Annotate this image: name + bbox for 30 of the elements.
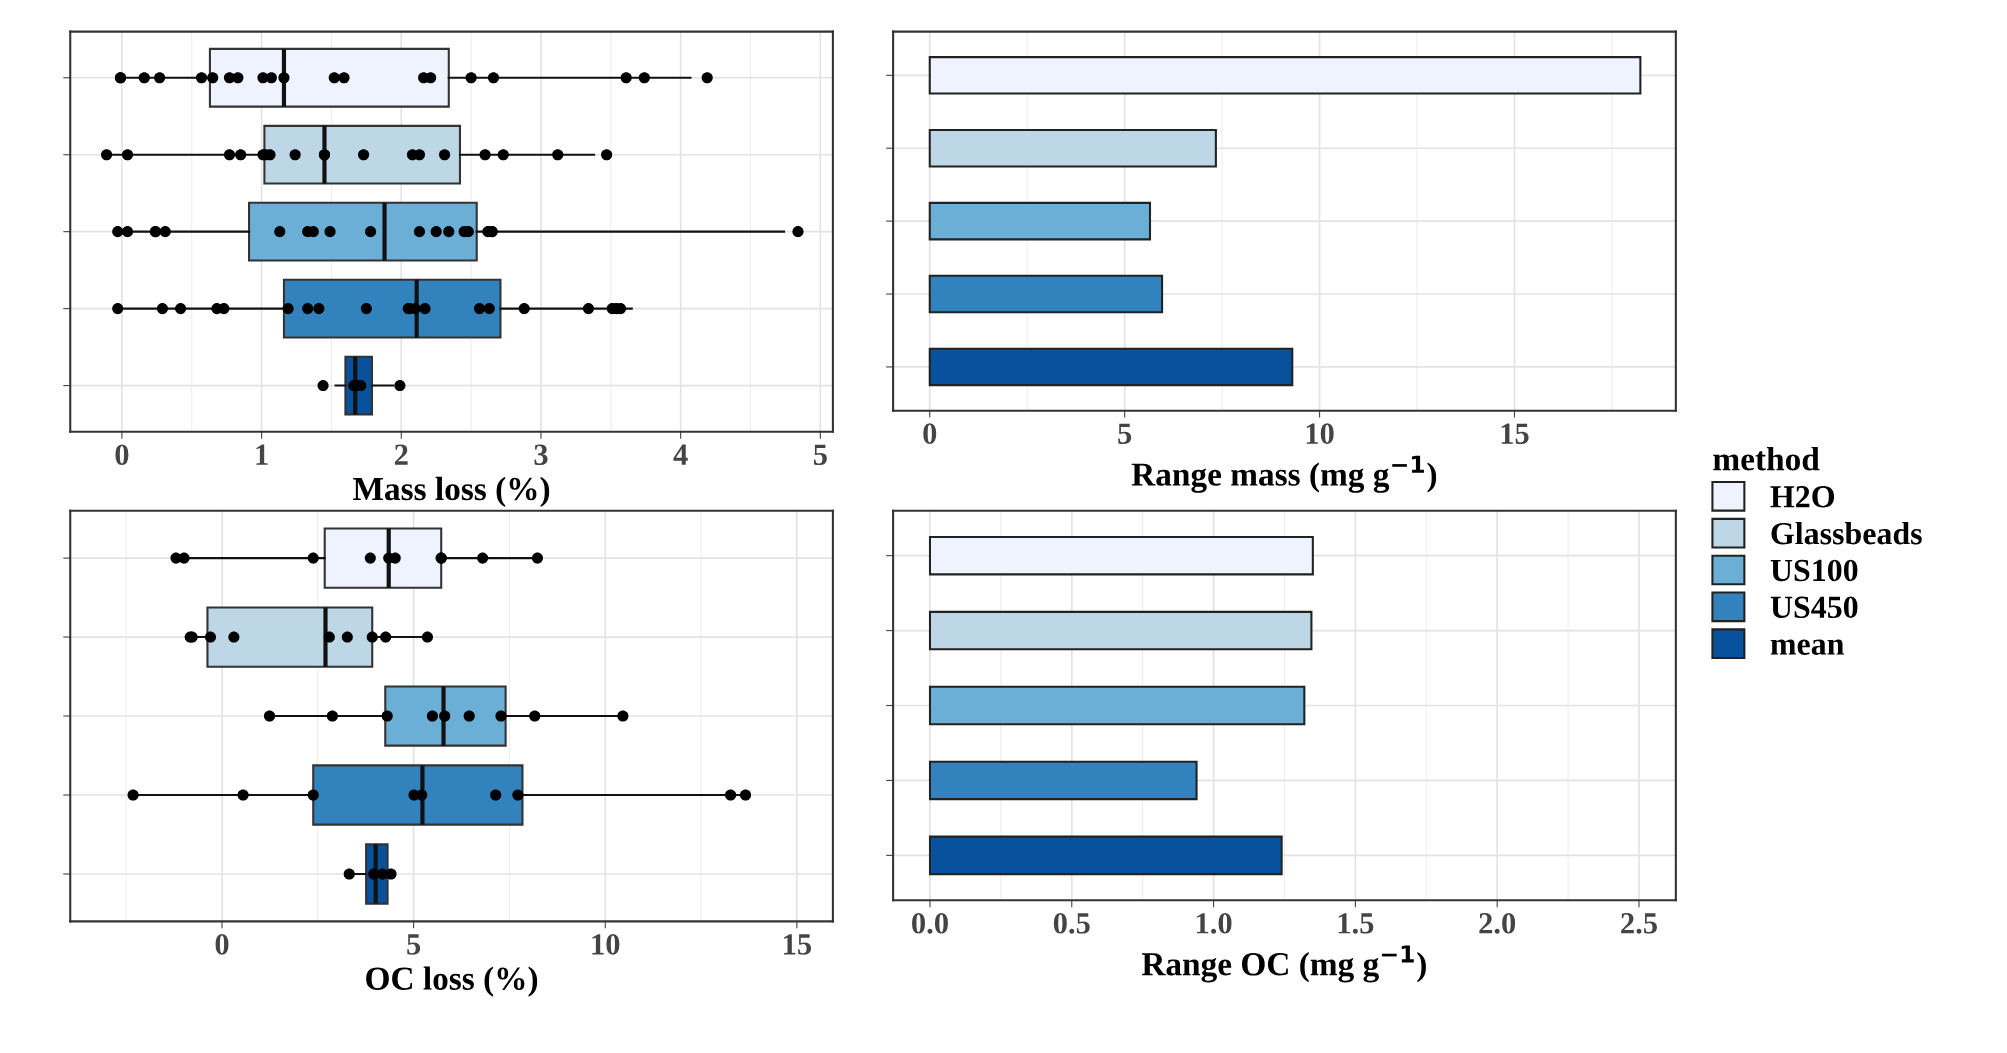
legend-label: mean: [1770, 639, 1844, 655]
legend-title: method: [1713, 447, 1820, 471]
x-tick-label: 4: [673, 444, 688, 465]
x-tick-label: 2.0: [1479, 913, 1516, 934]
x-tick-label: 15: [1501, 423, 1529, 444]
x-tick-label: 1.0: [1196, 913, 1232, 934]
x-tick-label: 3: [534, 444, 548, 466]
x-tick-label: 0.0: [912, 913, 948, 934]
x-tick-label: 0: [923, 423, 937, 444]
x-tick-label: 0: [115, 444, 129, 466]
x-tick-label: 5: [407, 934, 421, 955]
x-axis-title: OC loss (%): [366, 966, 538, 997]
x-tick-label: 0: [215, 934, 229, 955]
x-tick-label: 2: [394, 444, 408, 465]
legend-label: H2O: [1770, 486, 1835, 508]
x-axis-title: Range OC (mg g$^{−1}$): [1141, 945, 1426, 983]
x-tick-label: 10: [1306, 423, 1334, 444]
x-tick-label: 1: [256, 444, 268, 465]
x-axis-title: Range mass (mg g$^{−1}$): [1131, 455, 1437, 493]
legend-label: Glassbeads: [1771, 521, 1922, 545]
legend-label: US450: [1770, 596, 1858, 619]
x-tick-label: 5: [813, 444, 827, 466]
x-tick-label: 10: [592, 934, 620, 955]
x-tick-label: 15: [784, 934, 812, 955]
x-tick-label: 1.5: [1338, 913, 1374, 934]
x-tick-label: 0.5: [1053, 913, 1090, 934]
x-axis-title: Mass loss (%): [353, 476, 550, 508]
legend-label: US100: [1770, 559, 1858, 582]
x-tick-label: 2.5: [1621, 913, 1657, 934]
x-tick-label: 5: [1118, 423, 1132, 444]
